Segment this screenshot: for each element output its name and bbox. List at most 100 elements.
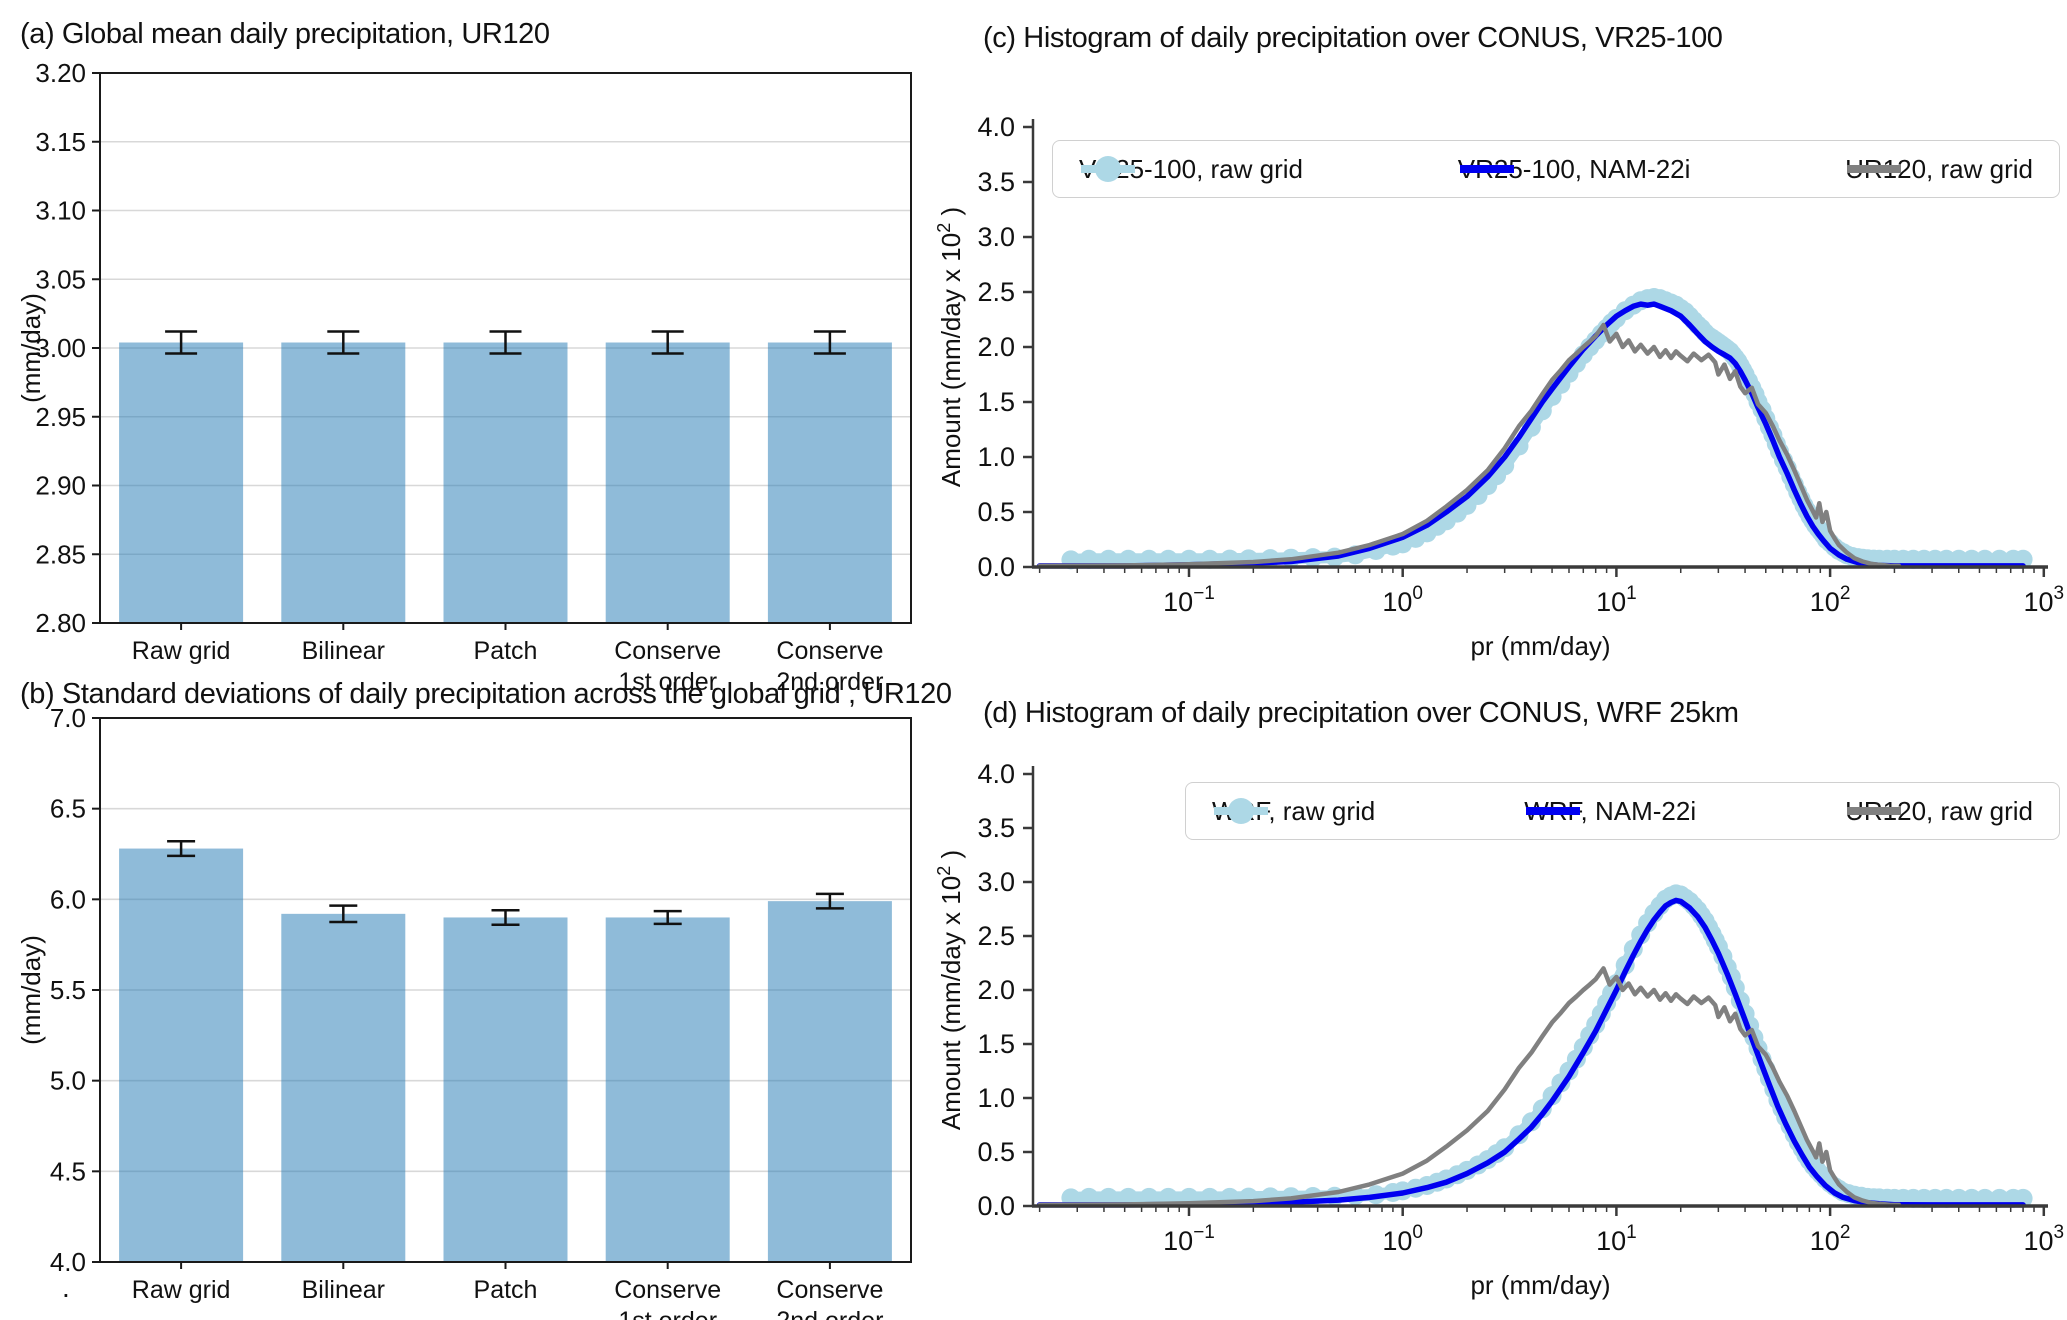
x-tick-label: 102	[1810, 1222, 1851, 1256]
panel-b-chart: 4.0 4.5 5.0 5.5 6.0 6.5 7.0 Raw grid Bilinear Pat…	[16, 703, 912, 1320]
series-band-series_lightblue	[1064, 887, 2030, 1205]
y-axis-label: Amount (mm/day x 102 )	[934, 207, 966, 487]
x-category-label: Bilinear	[302, 1276, 385, 1304]
y-tick-label: 4.0	[977, 759, 1015, 789]
y-tick-label: 6.0	[50, 884, 86, 914]
legend-circle-line-marker	[1081, 156, 1135, 182]
panel-c-title: (c) Histogram of daily precipitation ove…	[983, 22, 1723, 54]
x-tick-label: 103	[2023, 1222, 2064, 1256]
legend-item: VR25-100, NAM-22i	[1458, 154, 1691, 185]
panel-d-title: (d) Histogram of daily precipitation ove…	[983, 697, 1739, 729]
legend-item: UR120, raw grid	[1845, 154, 2033, 185]
bar-raw-grid	[119, 342, 244, 623]
bar-patch	[443, 917, 568, 1262]
y-tick-label: 3.10	[35, 196, 86, 226]
bar-bilinear	[281, 913, 406, 1262]
y-tick-label: 3.5	[977, 167, 1015, 197]
bar-raw-grid	[119, 848, 244, 1262]
panel-c-chart: 0.0 0.5 1.0 1.5 2.0 2.5 3.0 3.5 4.0 10−1 100 101 102…	[934, 112, 2064, 661]
panel-b-title: (b) Standard deviations of daily precipi…	[20, 678, 952, 710]
y-tick-label: 4.5	[50, 1156, 86, 1186]
bar-bilinear	[281, 342, 406, 623]
y-tick-label: 0.0	[977, 1191, 1015, 1221]
x-tick-label: 10−1	[1163, 583, 1215, 617]
x-axis-label: pr (mm/day)	[1470, 1270, 1610, 1300]
legend-line-marker	[1459, 165, 1514, 173]
x-category-label: Conserve	[614, 637, 721, 665]
y-tick-label: 6.5	[50, 794, 86, 824]
y-tick-label: 1.0	[977, 1083, 1015, 1113]
x-tick-label: 102	[1810, 583, 1851, 617]
x-category-label: Conserve	[614, 1276, 721, 1304]
y-axis-label: (mm/day)	[16, 293, 46, 403]
x-category-label: 1st order	[618, 668, 717, 696]
panel-d-chart: 0.0 0.5 1.0 1.5 2.0 2.5 3.0 3.5 4.0 10−1 100 101 102…	[934, 759, 2064, 1300]
y-tick-label: 4.0	[977, 112, 1015, 142]
y-tick-label: 2.80	[35, 608, 86, 638]
stray-period-mark: .	[62, 1272, 70, 1303]
bar-conserve	[605, 342, 730, 623]
series-line-series_gray	[1037, 966, 1902, 1208]
x-category-label: Conserve	[776, 1276, 883, 1304]
y-tick-label: 2.90	[35, 471, 86, 501]
x-category-label: Conserve	[776, 637, 883, 665]
legend-circle-line-marker	[1214, 798, 1268, 824]
panel-c-legend: VR25-100, raw grid VR25-100, NAM-22i UR120…	[1052, 140, 2060, 198]
x-category-label: 2nd order	[776, 668, 883, 696]
y-tick-label: 1.0	[977, 442, 1015, 472]
bar-conserve	[767, 901, 892, 1262]
x-category-label: Patch	[474, 637, 538, 665]
panel-a-title: (a) Global mean daily precipitation, UR1…	[20, 18, 550, 50]
panel-a-chart: 2.80 2.85 2.90 2.95 3.00 3.05 3.10 3.15 3.20 Raw …	[16, 58, 912, 696]
y-tick-label: 5.5	[50, 975, 86, 1005]
series-line-series_blue	[1036, 301, 2026, 569]
series-band-series_lightblue	[1064, 291, 2030, 566]
y-axis-label: Amount (mm/day x 102 )	[934, 850, 966, 1130]
x-tick-label: 10−1	[1163, 1222, 1215, 1256]
x-tick-label: 101	[1596, 583, 1637, 617]
x-category-label: 1st order	[618, 1307, 717, 1320]
y-tick-label: 0.0	[977, 552, 1015, 582]
y-tick-label: 2.5	[977, 277, 1015, 307]
series-marker	[1521, 1112, 1541, 1132]
y-tick-label: 3.0	[977, 222, 1015, 252]
panel-d-legend: WRF, raw grid WRF, NAM-22i UR120, raw grid	[1185, 782, 2060, 840]
bar-conserve	[605, 917, 730, 1262]
bar-patch	[443, 342, 568, 623]
y-tick-label: 0.5	[977, 1137, 1015, 1167]
series-marker	[1509, 1125, 1529, 1145]
y-tick-label: 3.20	[35, 58, 86, 88]
x-category-label: Patch	[474, 1276, 538, 1304]
y-tick-label: 2.85	[35, 539, 86, 569]
legend-item: WRF, raw grid	[1212, 796, 1375, 827]
legend-line-marker	[1526, 807, 1581, 815]
y-tick-label: 4.0	[50, 1247, 86, 1277]
x-category-label: Raw grid	[132, 637, 231, 665]
x-tick-label: 100	[1382, 1222, 1423, 1256]
series-line-series_blue	[1036, 897, 2026, 1208]
y-tick-label: 3.05	[35, 264, 86, 294]
legend-item: WRF, NAM-22i	[1524, 796, 1696, 827]
series-line-series_gray	[1037, 322, 1902, 569]
legend-line-marker	[1847, 165, 1902, 173]
y-tick-label: 3.00	[35, 333, 86, 363]
y-tick-label: 2.0	[977, 332, 1015, 362]
x-tick-label: 100	[1382, 583, 1423, 617]
y-tick-label: 2.95	[35, 402, 86, 432]
y-tick-label: 5.0	[50, 1066, 86, 1096]
y-tick-label: 3.0	[977, 867, 1015, 897]
y-tick-label: 1.5	[977, 387, 1015, 417]
y-tick-label: 1.5	[977, 1029, 1015, 1059]
bar-conserve	[767, 342, 892, 623]
x-category-label: 2nd order	[776, 1307, 883, 1320]
y-tick-label: 3.15	[35, 127, 86, 157]
x-axis-label: pr (mm/day)	[1470, 631, 1610, 661]
legend-item: UR120, raw grid	[1845, 796, 2033, 827]
y-axis-label: (mm/day)	[16, 935, 46, 1045]
y-tick-label: 7.0	[50, 703, 86, 733]
y-tick-label: 2.5	[977, 921, 1015, 951]
legend-line-marker	[1847, 807, 1902, 815]
legend-item: VR25-100, raw grid	[1079, 154, 1303, 185]
y-tick-label: 0.5	[977, 497, 1015, 527]
